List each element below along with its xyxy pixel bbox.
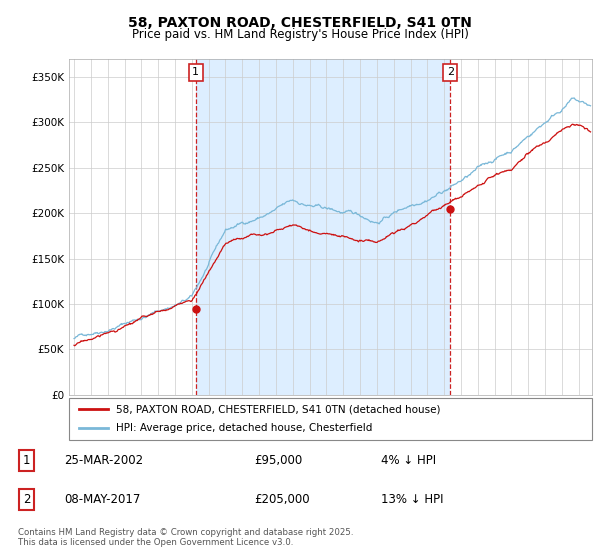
Text: 13% ↓ HPI: 13% ↓ HPI (380, 493, 443, 506)
Text: HPI: Average price, detached house, Chesterfield: HPI: Average price, detached house, Ches… (116, 423, 373, 433)
Text: 58, PAXTON ROAD, CHESTERFIELD, S41 0TN: 58, PAXTON ROAD, CHESTERFIELD, S41 0TN (128, 16, 472, 30)
Bar (196, 59, 450, 395)
FancyBboxPatch shape (69, 398, 592, 440)
Text: 58, PAXTON ROAD, CHESTERFIELD, S41 0TN (detached house): 58, PAXTON ROAD, CHESTERFIELD, S41 0TN (… (116, 404, 440, 414)
Text: 08-MAY-2017: 08-MAY-2017 (64, 493, 140, 506)
Text: Contains HM Land Registry data © Crown copyright and database right 2025.
This d: Contains HM Land Registry data © Crown c… (18, 528, 353, 547)
Text: 1: 1 (192, 67, 199, 77)
Text: 4% ↓ HPI: 4% ↓ HPI (380, 454, 436, 467)
Text: Price paid vs. HM Land Registry's House Price Index (HPI): Price paid vs. HM Land Registry's House … (131, 28, 469, 41)
Text: £95,000: £95,000 (254, 454, 302, 467)
Text: 25-MAR-2002: 25-MAR-2002 (64, 454, 143, 467)
Text: £205,000: £205,000 (254, 493, 310, 506)
Text: 2: 2 (446, 67, 454, 77)
Text: 2: 2 (23, 493, 30, 506)
Text: 1: 1 (23, 454, 30, 467)
